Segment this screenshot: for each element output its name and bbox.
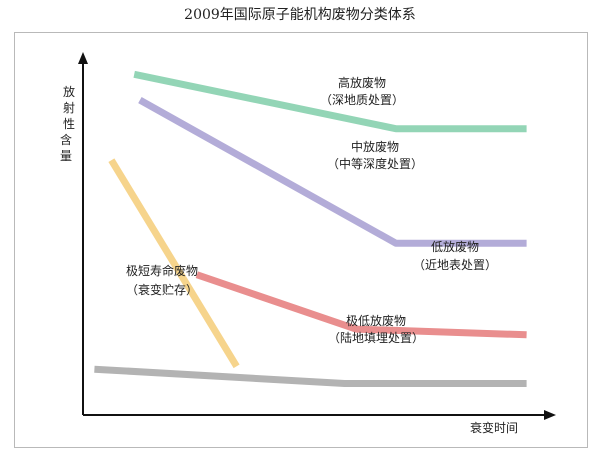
series-label-5: 极短寿命废物 xyxy=(126,263,198,278)
series-label-1: 高放废物 xyxy=(338,75,386,90)
series-label-3: 低放废物 xyxy=(431,239,479,254)
series-line-4 xyxy=(94,365,527,387)
y-axis-arrow xyxy=(78,52,88,64)
x-axis-label: 衰变时间 xyxy=(470,420,518,435)
y-axis-label-char: 量 xyxy=(60,149,72,163)
y-axis-label-char: 射 xyxy=(63,100,75,115)
series-label-2: 中放废物 xyxy=(351,139,399,154)
series-line-5 xyxy=(108,158,240,369)
series-sublabel-1: （深地质处置） xyxy=(320,93,404,107)
series-sublabel-3: （近地表处置） xyxy=(413,258,497,272)
y-axis-label-char: 含 xyxy=(60,132,72,147)
series-line-1 xyxy=(133,70,527,133)
series-sublabel-2: （中等深度处置） xyxy=(327,156,423,171)
chart-title: 2009年国际原子能机构废物分类体系 xyxy=(184,7,416,23)
y-axis-label-char: 放 xyxy=(63,84,75,99)
series-line-2 xyxy=(138,97,527,247)
series-line-3 xyxy=(195,271,527,339)
series-label-4: 极低放废物 xyxy=(346,313,406,328)
y-axis-label-char: 性 xyxy=(63,117,75,131)
series-sublabel-4: （陆地填埋处置） xyxy=(328,330,424,345)
series-sublabel-5: （衰变贮存） xyxy=(126,282,198,297)
x-axis-arrow xyxy=(544,410,556,420)
